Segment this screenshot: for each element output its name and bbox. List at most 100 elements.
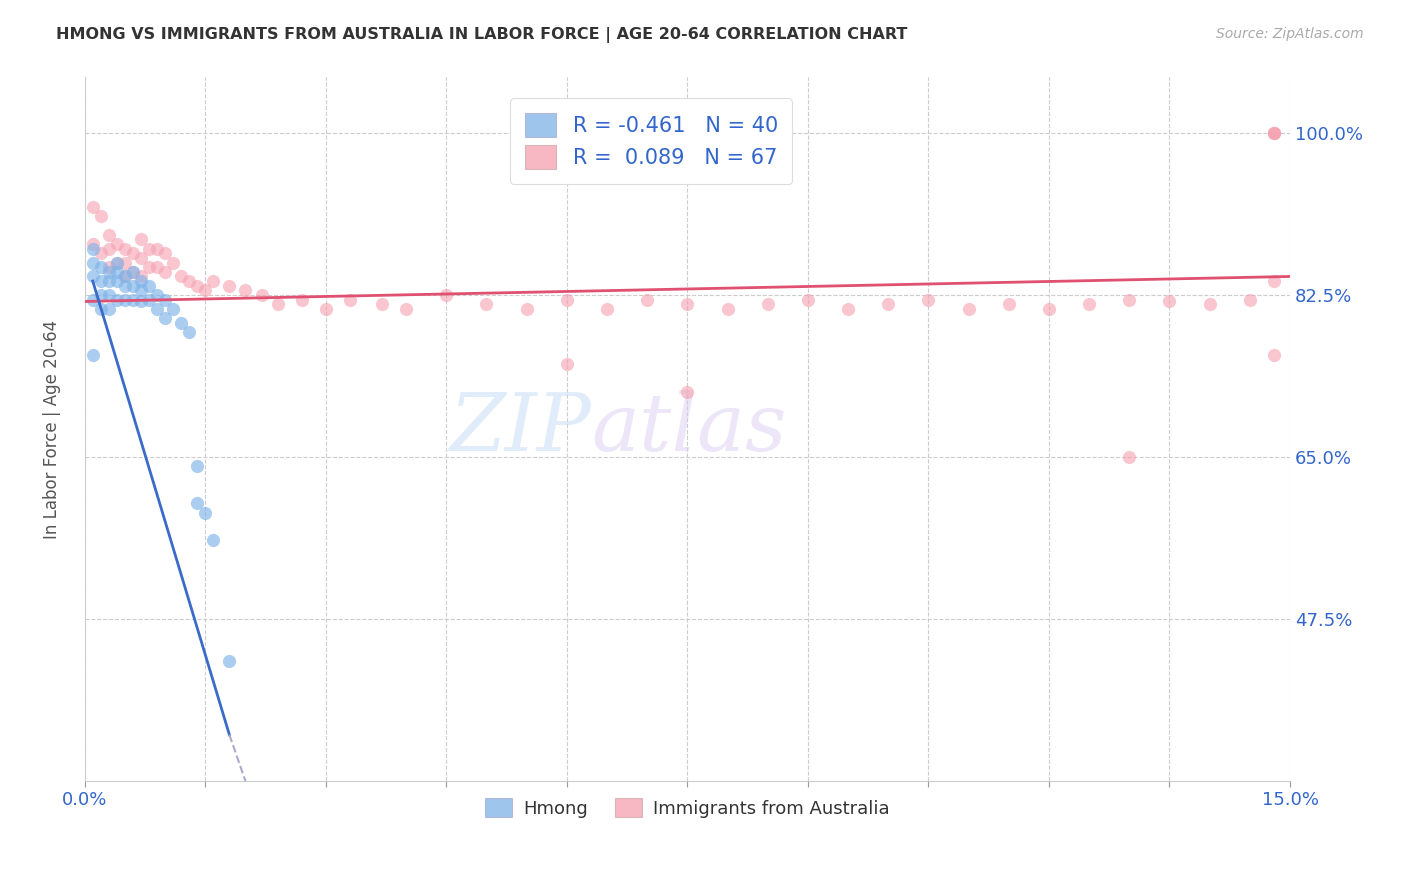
Point — [676, 385, 699, 400]
Point — [138, 278, 160, 293]
Point — [1263, 126, 1285, 140]
Point — [596, 301, 619, 316]
Point — [266, 297, 288, 311]
Point — [97, 274, 120, 288]
Point — [97, 301, 120, 316]
Point — [202, 274, 225, 288]
Point — [1198, 297, 1220, 311]
Point — [129, 232, 152, 246]
Point — [129, 284, 152, 298]
Point — [153, 293, 176, 307]
Point — [129, 269, 152, 284]
Point — [90, 209, 112, 223]
Point — [97, 260, 120, 275]
Point — [129, 294, 152, 309]
Point — [129, 251, 152, 265]
Text: HMONG VS IMMIGRANTS FROM AUSTRALIA IN LABOR FORCE | AGE 20-64 CORRELATION CHART: HMONG VS IMMIGRANTS FROM AUSTRALIA IN LA… — [56, 27, 908, 43]
Point — [1038, 301, 1060, 316]
Point — [179, 325, 201, 339]
Point — [997, 297, 1019, 311]
Point — [339, 293, 361, 307]
Point — [1159, 294, 1181, 309]
Point — [555, 358, 578, 372]
Point — [1263, 274, 1285, 288]
Point — [194, 284, 217, 298]
Point — [756, 297, 779, 311]
Point — [122, 265, 145, 279]
Point — [114, 278, 136, 293]
Text: ZIP: ZIP — [449, 391, 591, 468]
Point — [797, 293, 820, 307]
Point — [138, 260, 160, 275]
Point — [105, 293, 128, 307]
Point — [475, 297, 498, 311]
Point — [90, 301, 112, 316]
Point — [153, 246, 176, 260]
Y-axis label: In Labor Force | Age 20-64: In Labor Force | Age 20-64 — [44, 319, 60, 539]
Point — [218, 654, 240, 668]
Point — [162, 255, 184, 269]
Point — [97, 288, 120, 302]
Point — [153, 311, 176, 326]
Point — [105, 265, 128, 279]
Point — [105, 255, 128, 269]
Point — [555, 293, 578, 307]
Point — [82, 200, 104, 214]
Text: atlas: atlas — [591, 391, 786, 468]
Point — [1118, 293, 1140, 307]
Point — [138, 242, 160, 256]
Point — [315, 301, 337, 316]
Point — [82, 348, 104, 362]
Point — [146, 260, 169, 275]
Point — [105, 274, 128, 288]
Point — [162, 301, 184, 316]
Point — [97, 265, 120, 279]
Point — [105, 255, 128, 269]
Point — [716, 301, 738, 316]
Point — [138, 293, 160, 307]
Point — [114, 269, 136, 284]
Point — [122, 293, 145, 307]
Point — [170, 316, 193, 330]
Point — [434, 288, 457, 302]
Point — [1263, 126, 1285, 140]
Text: Source: ZipAtlas.com: Source: ZipAtlas.com — [1216, 27, 1364, 41]
Point — [122, 246, 145, 260]
Point — [917, 293, 939, 307]
Point — [90, 274, 112, 288]
Point — [170, 269, 193, 284]
Point — [957, 301, 980, 316]
Point — [82, 242, 104, 256]
Point — [395, 301, 418, 316]
Point — [82, 269, 104, 284]
Point — [122, 265, 145, 279]
Point — [516, 301, 538, 316]
Point — [90, 246, 112, 260]
Point — [82, 255, 104, 269]
Point — [1263, 348, 1285, 362]
Point — [186, 496, 208, 510]
Point — [114, 293, 136, 307]
Point — [1078, 297, 1101, 311]
Point — [97, 242, 120, 256]
Point — [153, 265, 176, 279]
Point — [179, 274, 201, 288]
Point — [1118, 450, 1140, 464]
Point — [90, 260, 112, 275]
Point — [186, 459, 208, 474]
Point — [250, 288, 273, 302]
Point — [97, 227, 120, 242]
Point — [1239, 293, 1261, 307]
Legend: Hmong, Immigrants from Australia: Hmong, Immigrants from Australia — [478, 791, 897, 825]
Point — [82, 293, 104, 307]
Point — [837, 301, 859, 316]
Point — [90, 288, 112, 302]
Point — [129, 274, 152, 288]
Point — [114, 255, 136, 269]
Point — [636, 293, 658, 307]
Point — [122, 278, 145, 293]
Point — [146, 242, 169, 256]
Point — [105, 237, 128, 252]
Point — [291, 293, 314, 307]
Point — [877, 297, 900, 311]
